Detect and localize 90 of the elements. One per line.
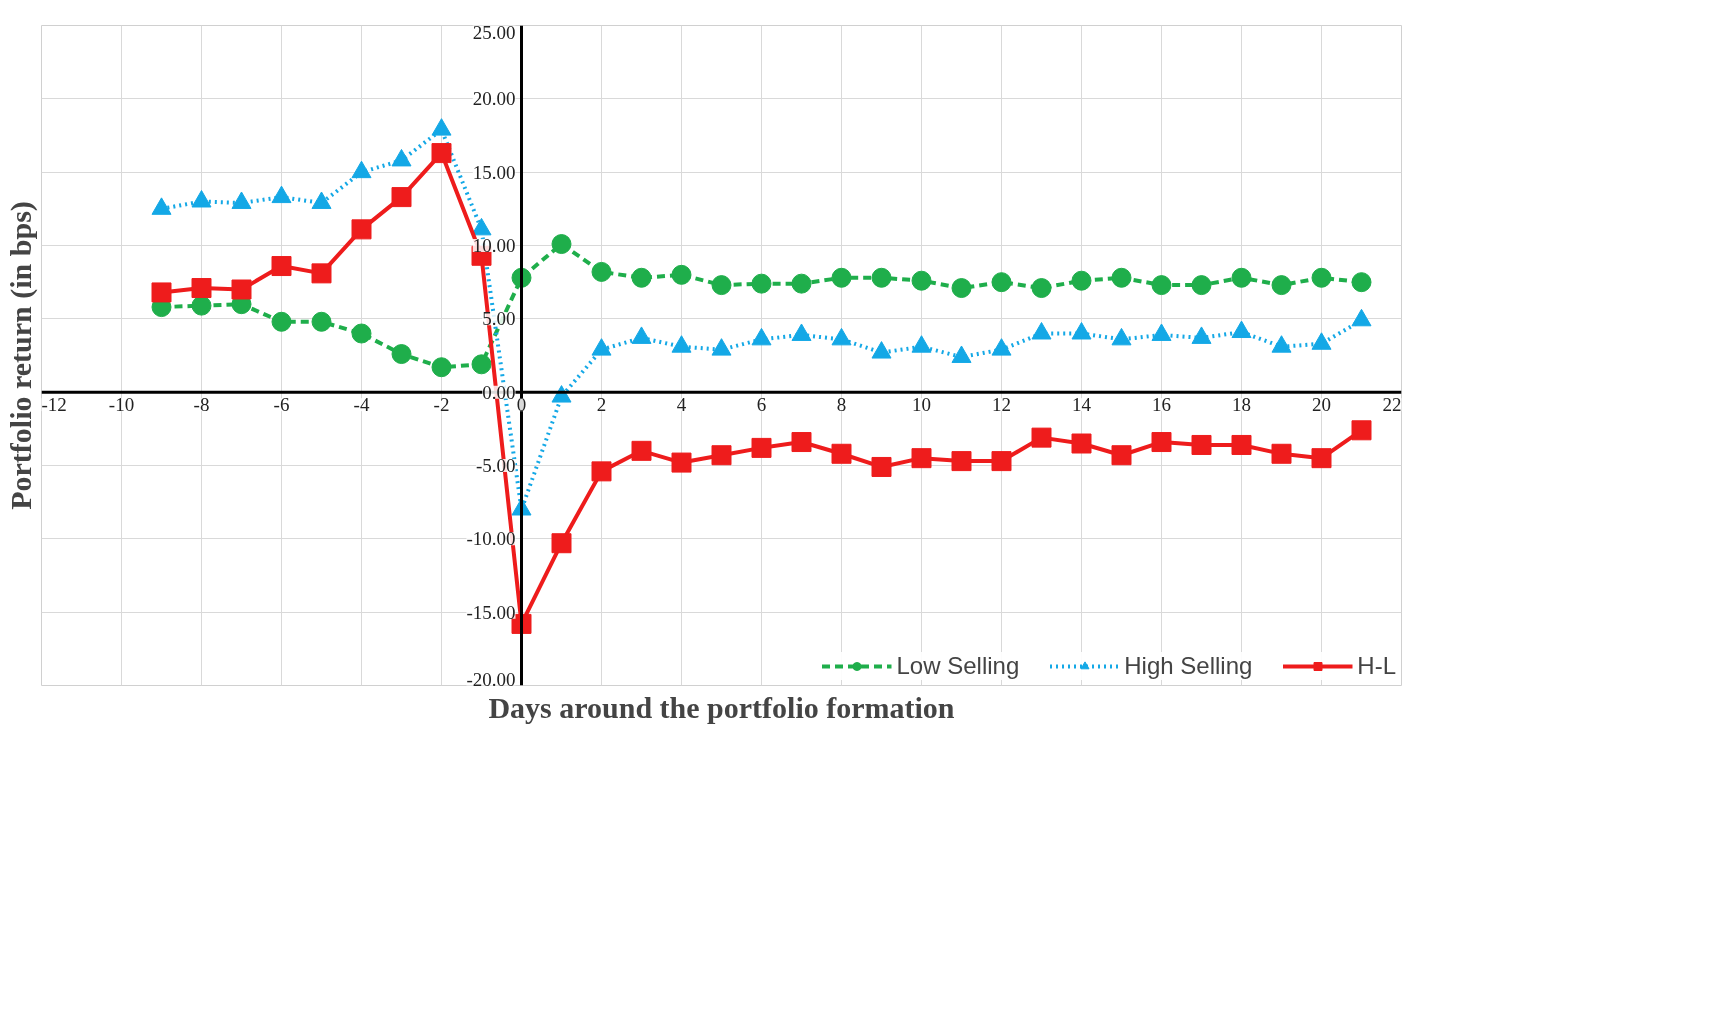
x-tick-label: 14	[1072, 394, 1092, 416]
y-tick-label: 20.00	[472, 88, 516, 110]
y-tick-label: -10.00	[466, 528, 516, 550]
point	[431, 357, 452, 378]
point	[1311, 267, 1332, 288]
point	[871, 267, 892, 288]
point	[591, 461, 612, 482]
point	[271, 311, 292, 332]
point	[1071, 433, 1092, 454]
legend-label: Low Selling	[896, 652, 1020, 680]
x-tick-label: -10	[108, 394, 135, 416]
y-tick-label: 0.00	[482, 381, 516, 403]
point	[951, 278, 972, 299]
y-tick-label: -20.00	[466, 668, 516, 690]
point	[911, 270, 932, 291]
point	[751, 273, 772, 294]
y-tick-label: 25.00	[472, 21, 516, 43]
y-tick-label: 10.00	[472, 235, 516, 256]
x-tick-label: 0	[516, 394, 527, 416]
x-tick-label: 16	[1152, 394, 1171, 416]
point	[1231, 434, 1252, 455]
x-tick-label: -6	[273, 394, 290, 416]
point	[1151, 432, 1172, 453]
point	[351, 219, 372, 240]
y-tick-label: -15.00	[466, 601, 516, 623]
point	[1111, 445, 1132, 466]
point	[631, 267, 652, 288]
legend-label: H-L	[1357, 652, 1396, 680]
point	[151, 282, 172, 303]
point	[1191, 434, 1212, 455]
point	[791, 273, 812, 294]
point	[1351, 420, 1372, 441]
point	[951, 451, 972, 472]
y-axis-title: Portfolio return (in bps)	[3, 201, 38, 510]
x-tick-label: 2	[596, 394, 607, 416]
x-tick-label: 8	[836, 394, 847, 416]
point	[191, 295, 212, 316]
x-tick-label: 6	[756, 394, 767, 416]
legend-label: High Selling	[1124, 652, 1253, 680]
x-tick-label: 12	[992, 394, 1011, 416]
x-tick-label: 4	[676, 394, 687, 416]
x-tick-label: 20	[1312, 394, 1331, 416]
point	[751, 437, 772, 458]
y-tick-label: 15.00	[472, 161, 516, 183]
x-tick-label: 18	[1232, 394, 1251, 416]
point	[1191, 275, 1212, 296]
y-tick-label: 5.00	[482, 308, 516, 330]
point	[911, 448, 932, 469]
x-tick-label: -2	[433, 394, 450, 416]
point	[831, 443, 852, 464]
x-tick-label: -8	[193, 394, 210, 416]
point	[551, 533, 572, 554]
point	[1031, 427, 1052, 448]
x-tick-label: 10	[912, 394, 931, 416]
point	[1031, 278, 1052, 299]
point	[831, 267, 852, 288]
point	[1231, 267, 1252, 288]
point	[671, 452, 692, 473]
point	[1071, 270, 1092, 291]
point	[351, 323, 372, 344]
point	[191, 278, 212, 299]
x-tick-label: -12	[41, 394, 67, 416]
point	[1271, 443, 1292, 464]
point	[311, 311, 332, 332]
point	[391, 344, 412, 365]
point	[551, 234, 572, 255]
point	[431, 143, 452, 164]
point	[631, 440, 652, 461]
point	[1111, 267, 1132, 288]
point	[871, 456, 892, 477]
point	[711, 445, 732, 466]
point	[1351, 272, 1372, 293]
point	[711, 275, 732, 296]
x-axis-title: Days around the portfolio formation	[488, 690, 955, 724]
point	[311, 263, 332, 284]
y-tick-label: -5.00	[475, 455, 516, 476]
point	[271, 256, 292, 277]
point	[671, 264, 692, 285]
x-tick-label: -4	[353, 394, 370, 416]
point	[1271, 275, 1292, 296]
point	[591, 261, 612, 282]
point	[991, 451, 1012, 472]
x-tick-label: 22	[1382, 394, 1402, 416]
point	[471, 354, 492, 375]
point	[1151, 275, 1172, 296]
point	[1311, 448, 1332, 469]
point	[391, 187, 412, 208]
point	[991, 272, 1012, 293]
point	[791, 432, 812, 453]
point	[231, 279, 252, 300]
